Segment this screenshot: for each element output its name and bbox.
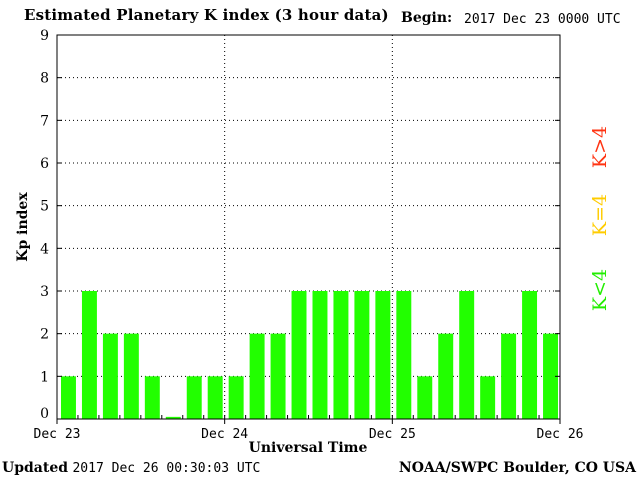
y-tick-label: 9 [40,28,49,44]
x-day-label: Dec 25 [369,427,416,442]
legend-item: K>4 [589,126,611,168]
kp-bar [417,376,433,419]
kp-bar [186,376,202,419]
legend-item: K<4 [589,269,611,311]
begin-label: Begin: [401,10,453,26]
kp-bar [354,291,370,419]
updated-label: Updated [2,460,69,476]
y-tick-label: 2 [40,327,49,343]
kp-bar [543,333,558,419]
kp-bar [81,291,97,419]
credit-text: NOAA/SWPC Boulder, CO USA [398,460,636,476]
kp-bar [375,291,391,419]
kp-bar [102,333,118,419]
y-tick-label: 5 [40,199,49,215]
y-tick-label: 8 [40,71,49,87]
kp-bar [270,333,286,419]
y-tick-label: 4 [40,241,49,257]
kp-bar [249,333,265,419]
y-axis-label: Kp index [15,192,31,262]
kp-bar [396,291,412,419]
kp-bar [291,291,307,419]
kp-bar [123,333,139,419]
y-tick-label: 0 [40,406,49,422]
kp-bar [228,376,244,419]
kp-bar [312,291,328,419]
kp-bar [501,333,517,419]
x-day-label: Dec 24 [201,427,248,442]
kp-bar [480,376,496,419]
kp-bar [438,333,454,419]
updated-date: 2017 Dec 26 00:30:03 UTC [72,461,261,476]
begin-date: 2017 Dec 23 0000 UTC [464,12,621,27]
chart-title: Estimated Planetary K index (3 hour data… [24,6,389,24]
y-tick-label: 3 [40,284,49,300]
kp-bar [333,291,349,419]
x-axis-label: Universal Time [249,440,368,456]
kp-bar [144,376,160,419]
kp-bar [165,416,181,419]
x-day-label: Dec 26 [537,427,584,442]
kp-bar [207,376,223,419]
y-tick-label: 7 [40,113,49,129]
kp-bar [459,291,475,419]
kp-bar [522,291,538,419]
kp-bar [61,376,76,419]
y-tick-label: 6 [40,156,49,172]
y-tick-label: 1 [40,369,49,385]
x-day-label: Dec 23 [34,427,81,442]
updated-timestamp: Updated 2017 Dec 26 00:30:03 UTC [2,460,260,476]
legend-item: K=4 [589,194,611,236]
